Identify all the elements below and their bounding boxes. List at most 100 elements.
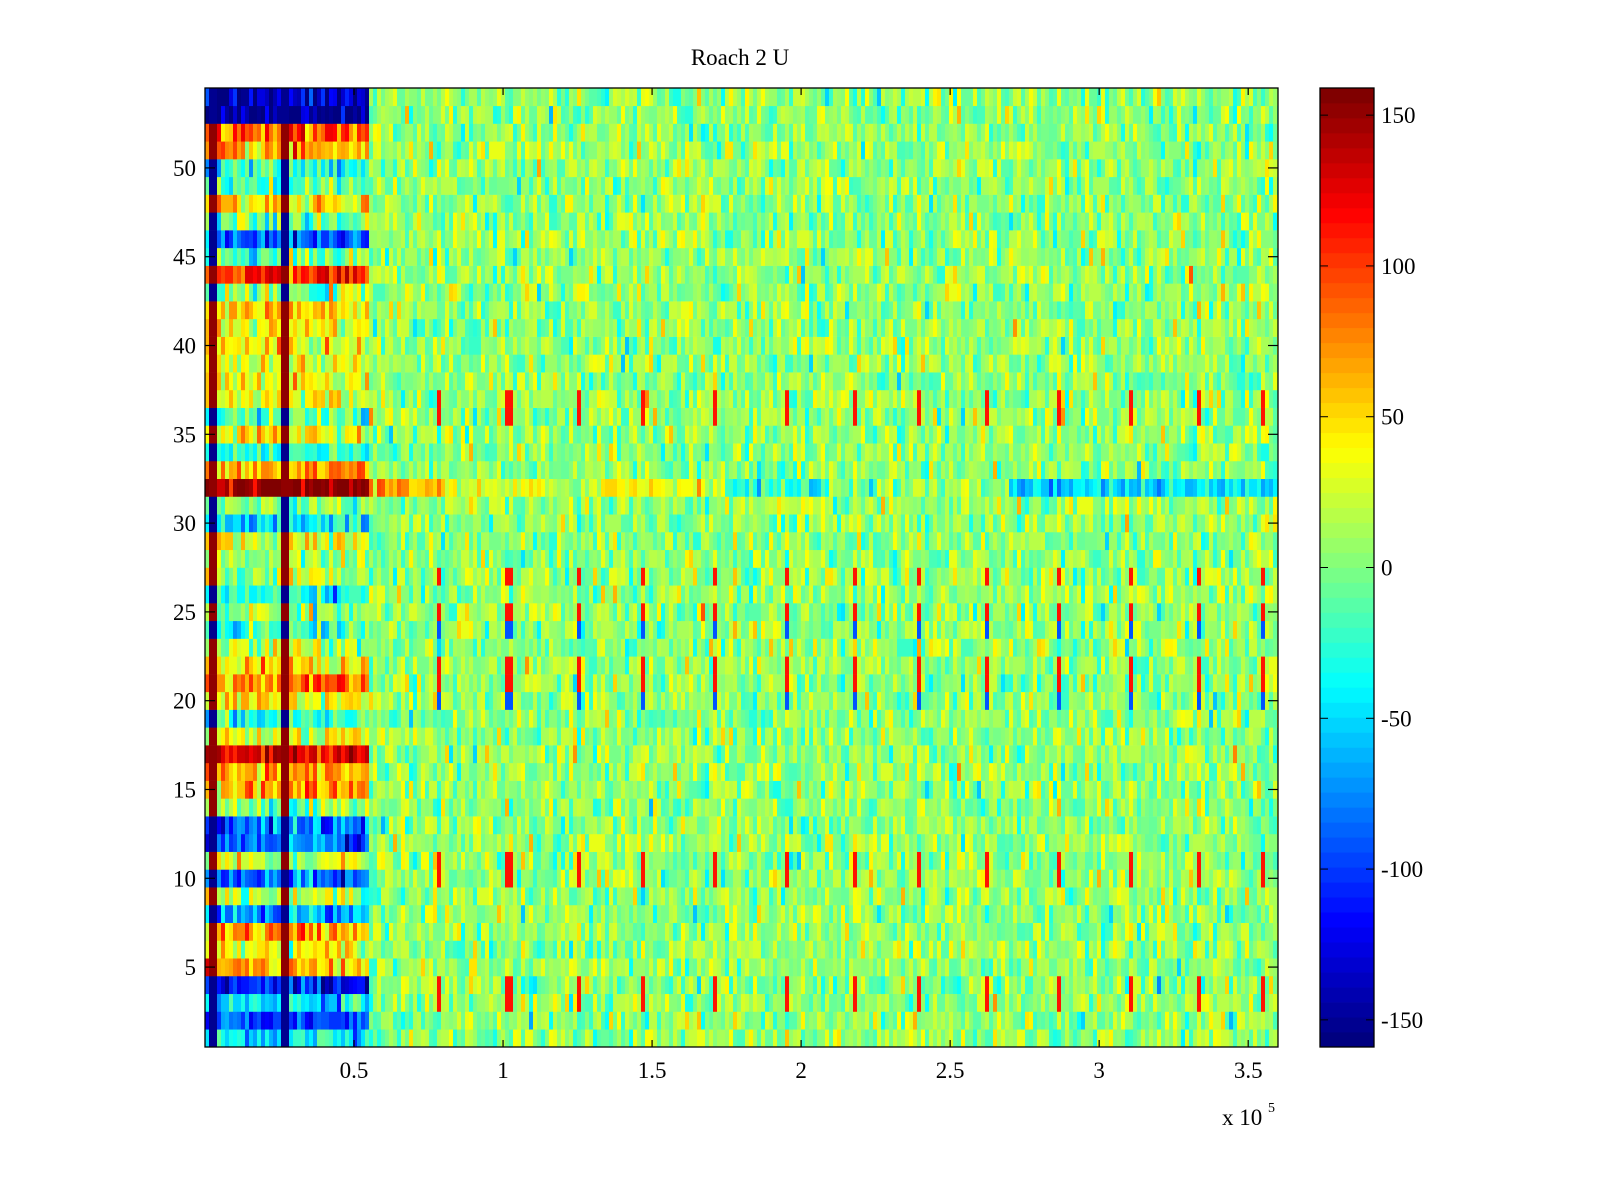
heatmap-cell: [373, 709, 377, 728]
heatmap-cell: [1005, 762, 1009, 781]
heatmap-cell: [437, 745, 441, 764]
heatmap-cell: [773, 780, 777, 799]
heatmap-cell: [449, 1011, 453, 1030]
heatmap-cell: [333, 816, 337, 835]
heatmap-cell: [245, 887, 249, 906]
heatmap-cell: [1141, 833, 1145, 852]
heatmap-cell: [785, 904, 789, 923]
heatmap-cell: [453, 709, 457, 728]
heatmap-cell: [441, 762, 445, 781]
heatmap-cell: [1157, 833, 1161, 852]
heatmap-cell: [261, 709, 265, 728]
heatmap-cell: [993, 887, 997, 906]
heatmap-cell: [985, 798, 989, 817]
heatmap-cell: [773, 904, 777, 923]
heatmap-cell: [393, 993, 397, 1012]
heatmap-cell: [205, 993, 209, 1012]
heatmap-cell: [1109, 745, 1113, 764]
heatmap-cell: [1093, 869, 1097, 888]
heatmap-cell: [273, 922, 277, 941]
heatmap-cell: [921, 869, 925, 888]
heatmap-cell: [933, 851, 937, 870]
heatmap-cell: [653, 1011, 657, 1030]
heatmap-cell: [1025, 958, 1029, 977]
heatmap-cell: [597, 869, 601, 888]
heatmap-cell: [545, 780, 549, 799]
heatmap-cell: [653, 762, 657, 781]
heatmap-cell: [537, 993, 541, 1012]
heatmap-cell: [893, 887, 897, 906]
heatmap-cell: [537, 798, 541, 817]
heatmap-cell: [805, 709, 809, 728]
heatmap-cell: [469, 1011, 473, 1030]
heatmap-cell: [769, 904, 773, 923]
heatmap-cell: [1009, 922, 1013, 941]
heatmap-cell: [517, 1011, 521, 1030]
heatmap-cell: [309, 904, 313, 923]
heatmap-cell: [817, 1029, 821, 1048]
heatmap-cell: [1197, 816, 1201, 835]
heatmap-cell: [1025, 887, 1029, 906]
heatmap-cell: [921, 1011, 925, 1030]
heatmap-cell: [617, 762, 621, 781]
heatmap-cell: [1233, 851, 1237, 870]
heatmap-cell: [873, 851, 877, 870]
heatmap-cell: [801, 851, 805, 870]
heatmap-cell: [757, 745, 761, 764]
heatmap-cell: [1213, 887, 1217, 906]
heatmap-cell: [1133, 762, 1137, 781]
heatmap-cell: [529, 993, 533, 1012]
heatmap-cell: [961, 958, 965, 977]
heatmap-cell: [257, 851, 261, 870]
heatmap-cell: [873, 816, 877, 835]
heatmap-cell: [665, 887, 669, 906]
heatmap-cell: [997, 869, 1001, 888]
heatmap-cell: [1117, 869, 1121, 888]
heatmap-cell: [921, 904, 925, 923]
heatmap-cell: [805, 833, 809, 852]
heatmap-cell: [1065, 922, 1069, 941]
heatmap-cell: [337, 993, 341, 1012]
heatmap-cell: [213, 922, 217, 941]
heatmap-cell: [341, 993, 345, 1012]
heatmap-cell: [361, 922, 365, 941]
heatmap-cell: [1101, 887, 1105, 906]
heatmap-cell: [853, 851, 857, 870]
heatmap-cell: [833, 727, 837, 746]
heatmap-cell: [597, 816, 601, 835]
heatmap-cell: [821, 887, 825, 906]
heatmap-cell: [1089, 762, 1093, 781]
heatmap-cell: [385, 904, 389, 923]
heatmap-cell: [1245, 851, 1249, 870]
heatmap-cell: [609, 940, 613, 959]
heatmap-cell: [429, 709, 433, 728]
heatmap-cell: [949, 869, 953, 888]
heatmap-cell: [469, 869, 473, 888]
heatmap-cell: [653, 833, 657, 852]
heatmap-cell: [1105, 851, 1109, 870]
heatmap-cell: [505, 816, 509, 835]
heatmap-cell: [713, 940, 717, 959]
heatmap-cell: [1037, 762, 1041, 781]
heatmap-cell: [1033, 904, 1037, 923]
heatmap-cell: [613, 904, 617, 923]
heatmap-cell: [665, 958, 669, 977]
heatmap-cell: [1169, 958, 1173, 977]
heatmap-cell: [305, 798, 309, 817]
heatmap-cell: [225, 780, 229, 799]
heatmap-cell: [825, 727, 829, 746]
heatmap-cell: [629, 762, 633, 781]
heatmap-cell: [1185, 780, 1189, 799]
heatmap-cell: [245, 922, 249, 941]
heatmap-cell: [1061, 798, 1065, 817]
heatmap-cell: [489, 851, 493, 870]
heatmap-cell: [1097, 851, 1101, 870]
heatmap-cell: [933, 1011, 937, 1030]
heatmap-cell: [785, 851, 789, 870]
heatmap-cell: [777, 869, 781, 888]
heatmap-cell: [1009, 958, 1013, 977]
heatmap-cell: [985, 780, 989, 799]
heatmap-cell: [989, 940, 993, 959]
heatmap-cell: [1261, 816, 1265, 835]
heatmap-cell: [489, 958, 493, 977]
